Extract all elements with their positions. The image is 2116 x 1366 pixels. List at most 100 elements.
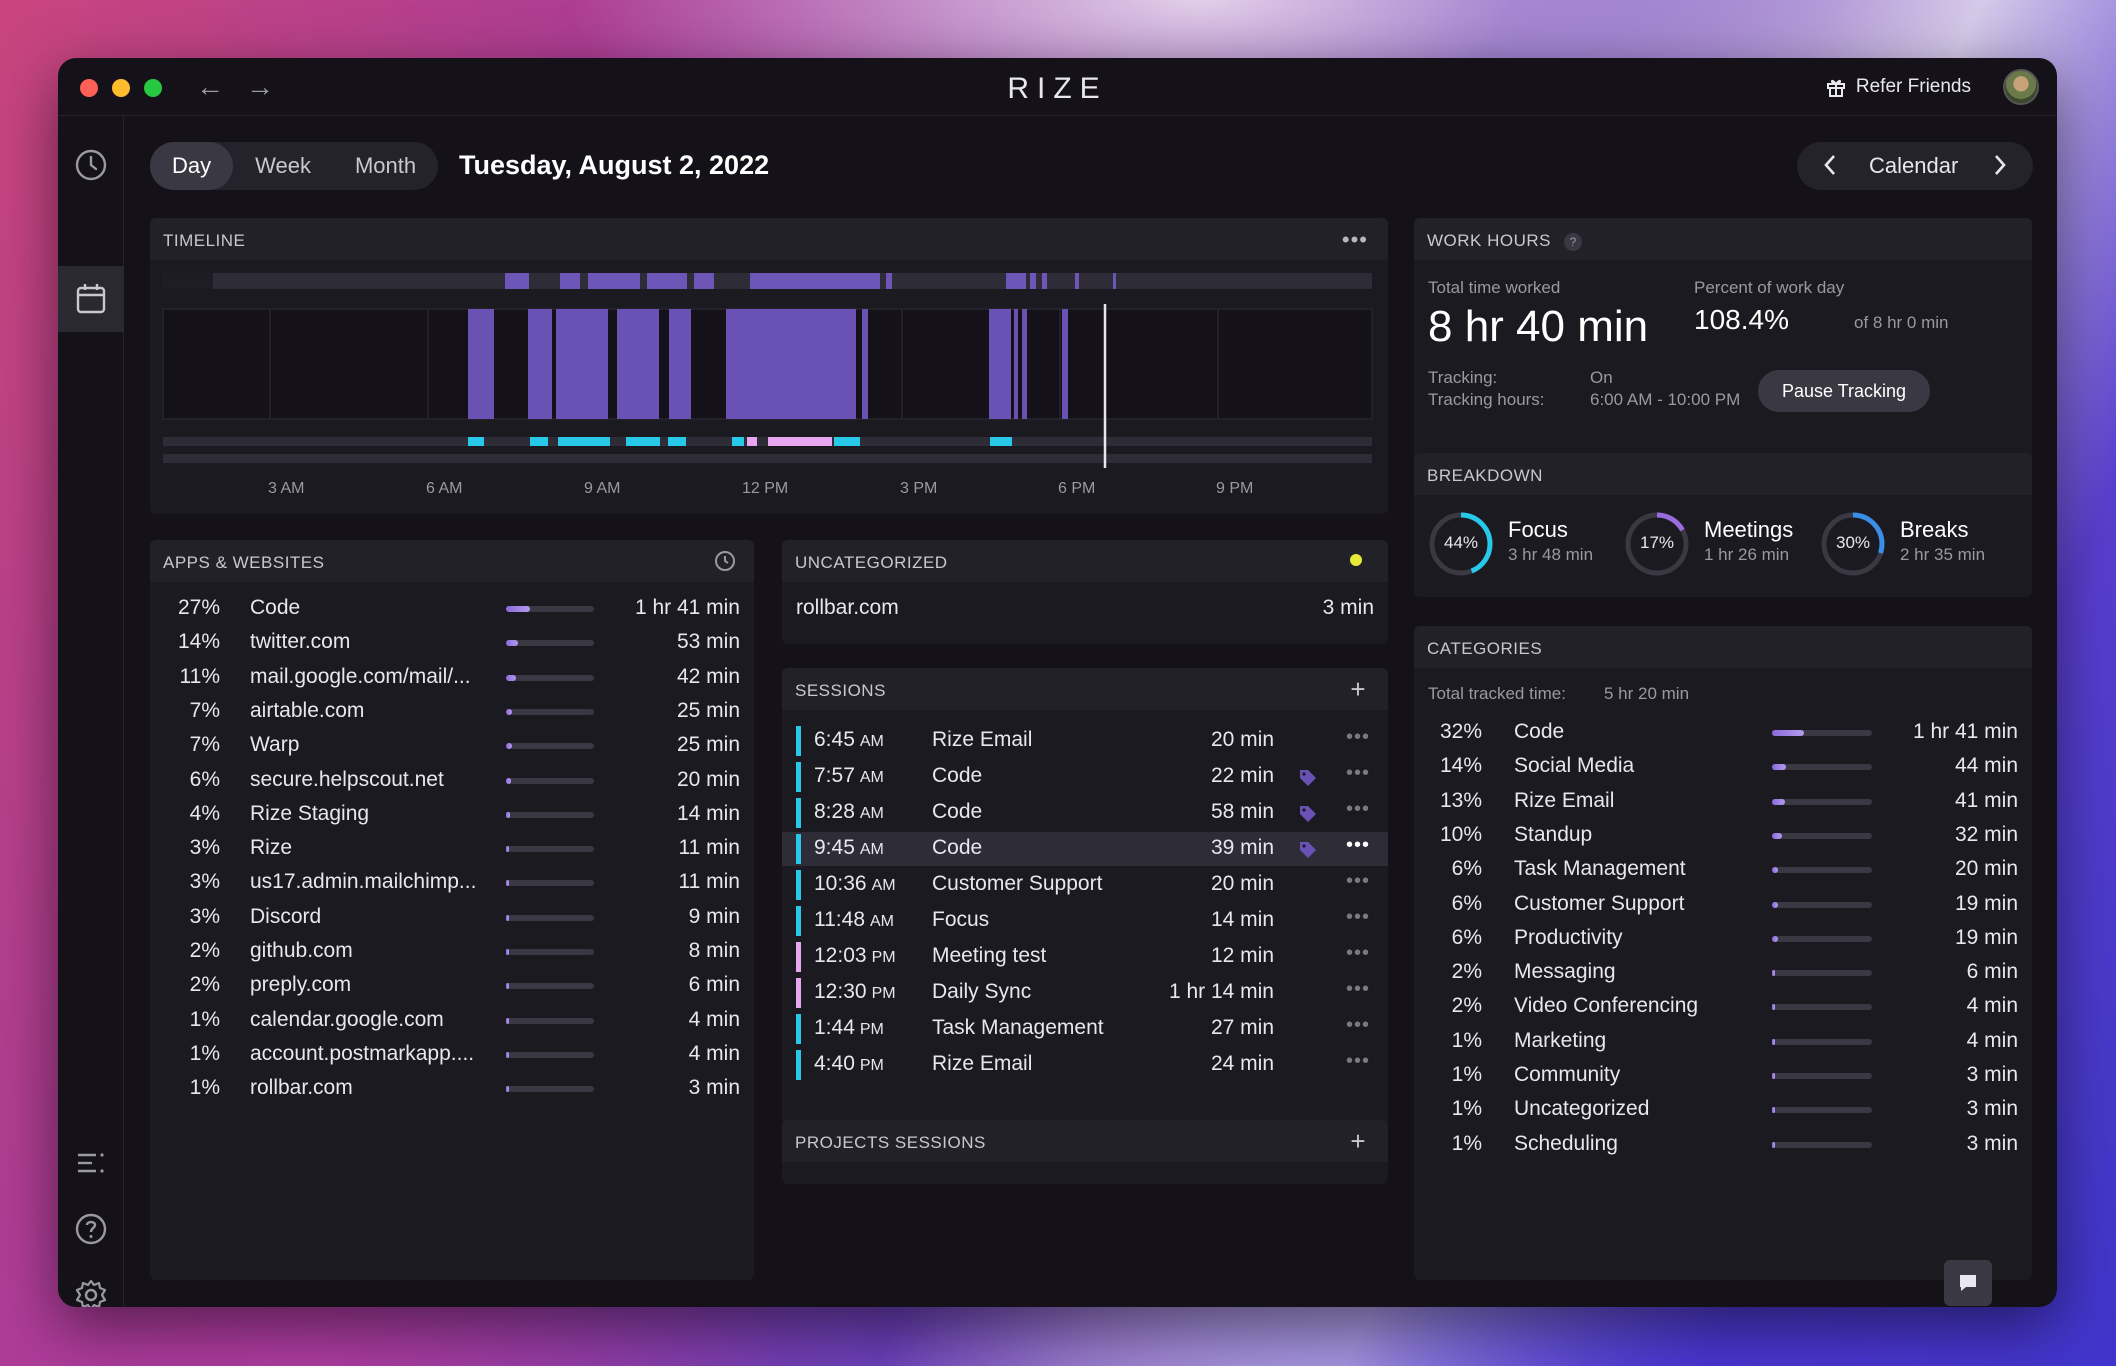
settings-gear-icon[interactable] — [74, 1278, 108, 1307]
app-percent: 4% — [189, 801, 220, 825]
breakdown-ring — [1625, 512, 1689, 576]
category-row[interactable]: 14% Social Media 44 min — [1414, 754, 2032, 784]
session-more-icon[interactable]: ••• — [1345, 1014, 1370, 1036]
session-more-icon[interactable]: ••• — [1345, 870, 1370, 892]
category-row[interactable]: 6% Task Management 20 min — [1414, 857, 2032, 887]
session-row[interactable]: 6:45 AM Rize Email 20 min ••• — [782, 724, 1388, 758]
zoom-window-button[interactable] — [144, 79, 162, 97]
category-row[interactable]: 32% Code 1 hr 41 min — [1414, 720, 2032, 750]
app-row[interactable]: 1% rollbar.com 3 min — [150, 1076, 754, 1106]
pause-tracking-button[interactable]: Pause Tracking — [1758, 370, 1930, 412]
app-row[interactable]: 27% Code 1 hr 41 min — [150, 596, 754, 626]
app-row[interactable]: 3% Discord 9 min — [150, 905, 754, 935]
refer-friends-button[interactable]: Refer Friends — [1826, 76, 1971, 98]
category-row[interactable]: 1% Community 3 min — [1414, 1063, 2032, 1093]
session-name: Rize Email — [932, 1052, 1033, 1075]
uncategorized-item-time: 3 min — [1322, 596, 1374, 619]
session-time: 7:57 — [814, 764, 855, 787]
session-more-icon[interactable]: ••• — [1345, 798, 1370, 820]
session-row[interactable]: 7:57 AM Code 22 min ••• — [782, 760, 1388, 794]
category-row[interactable]: 6% Productivity 19 min — [1414, 926, 2032, 956]
help-icon[interactable] — [74, 1212, 108, 1246]
category-row[interactable]: 1% Uncategorized 3 min — [1414, 1097, 2032, 1127]
category-percent: 6% — [1451, 857, 1482, 881]
session-more-icon[interactable]: ••• — [1345, 834, 1370, 856]
session-more-icon[interactable]: ••• — [1345, 1050, 1370, 1072]
session-row[interactable]: 1:44 PM Task Management 27 min ••• — [782, 1012, 1388, 1046]
close-window-button[interactable] — [80, 79, 98, 97]
app-duration: 1 hr 41 min — [634, 596, 740, 619]
session-row[interactable]: 12:30 PM Daily Sync 1 hr 14 min ••• — [782, 976, 1388, 1010]
session-more-icon[interactable]: ••• — [1345, 726, 1370, 748]
category-row[interactable]: 10% Standup 32 min — [1414, 823, 2032, 853]
tab-week[interactable]: Week — [255, 153, 311, 178]
breakdown-percent: 30% — [1835, 533, 1871, 552]
session-color-marker — [796, 798, 801, 828]
session-row[interactable]: 8:28 AM Code 58 min ••• — [782, 796, 1388, 830]
app-usage-fill — [506, 777, 512, 784]
list-menu-icon[interactable] — [74, 1146, 108, 1180]
session-more-icon[interactable]: ••• — [1345, 942, 1370, 964]
category-row[interactable]: 1% Marketing 4 min — [1414, 1029, 2032, 1059]
session-row[interactable]: 10:36 AM Customer Support 20 min ••• — [782, 868, 1388, 902]
forward-arrow-icon[interactable]: → — [246, 71, 274, 102]
app-row[interactable]: 4% Rize Staging 14 min — [150, 802, 754, 832]
timeline-chart[interactable] — [150, 260, 1388, 514]
back-arrow-icon[interactable]: ← — [196, 71, 224, 102]
category-row[interactable]: 2% Video Conferencing 4 min — [1414, 994, 2032, 1024]
calendar-button[interactable]: Calendar — [1869, 153, 1959, 178]
category-usage-fill — [1772, 935, 1778, 942]
total-tracked-label: Total tracked time: — [1428, 684, 1566, 703]
chevron-right-icon[interactable] — [1993, 153, 2007, 183]
session-start-time: 8:28 AM — [814, 800, 884, 824]
session-more-icon[interactable]: ••• — [1345, 762, 1370, 784]
sidebar-active-highlight — [58, 266, 124, 332]
add-session-button[interactable]: + — [1350, 674, 1366, 704]
app-row[interactable]: 2% preply.com 6 min — [150, 973, 754, 1003]
chat-support-button[interactable] — [1944, 1260, 1992, 1306]
category-row[interactable]: 2% Messaging 6 min — [1414, 960, 2032, 990]
help-icon[interactable]: ? — [1564, 233, 1583, 251]
user-avatar[interactable] — [2003, 69, 2039, 105]
app-row[interactable]: 7% airtable.com 25 min — [150, 699, 754, 729]
more-options-icon[interactable]: ••• — [1341, 227, 1368, 252]
uncategorized-item-name[interactable]: rollbar.com — [796, 596, 899, 619]
category-duration: 1 hr 41 min — [1912, 720, 2018, 743]
category-row[interactable]: 13% Rize Email 41 min — [1414, 789, 2032, 819]
tag-icon[interactable] — [1298, 768, 1318, 794]
minimize-window-button[interactable] — [112, 79, 130, 97]
session-row[interactable]: 12:03 PM Meeting test 12 min ••• — [782, 940, 1388, 974]
clock-icon[interactable] — [74, 148, 108, 182]
session-more-icon[interactable]: ••• — [1345, 906, 1370, 928]
app-row[interactable]: 1% calendar.google.com 4 min — [150, 1008, 754, 1038]
session-more-icon[interactable]: ••• — [1345, 978, 1370, 1000]
app-percent: 3% — [189, 870, 220, 894]
app-usage-fill — [506, 880, 509, 887]
tag-icon[interactable] — [1298, 804, 1318, 830]
tag-icon[interactable] — [1298, 840, 1318, 866]
tab-day[interactable]: Day — [150, 142, 234, 190]
app-row[interactable]: 1% account.postmarkapp.... 4 min — [150, 1042, 754, 1072]
add-project-session-button[interactable]: + — [1350, 1126, 1366, 1156]
chevron-left-icon[interactable] — [1823, 153, 1837, 183]
app-name: us17.admin.mailchimp... — [250, 870, 477, 894]
category-row[interactable]: 6% Customer Support 19 min — [1414, 892, 2032, 922]
app-row[interactable]: 14% twitter.com 53 min — [150, 630, 754, 660]
app-row[interactable]: 7% Warp 25 min — [150, 733, 754, 763]
session-row[interactable]: 11:48 AM Focus 14 min ••• — [782, 904, 1388, 938]
clock-icon[interactable] — [714, 550, 736, 577]
category-row[interactable]: 1% Scheduling 3 min — [1414, 1132, 2032, 1162]
session-row[interactable]: 4:40 PM Rize Email 24 min ••• — [782, 1048, 1388, 1082]
breakdown-name: Meetings — [1704, 517, 1794, 542]
category-name: Standup — [1514, 822, 1593, 846]
session-duration: 20 min — [1210, 872, 1274, 895]
app-row[interactable]: 11% mail.google.com/mail/... 42 min — [150, 665, 754, 695]
tab-month[interactable]: Month — [354, 153, 417, 178]
app-row[interactable]: 3% us17.admin.mailchimp... 11 min — [150, 870, 754, 900]
calendar-icon[interactable] — [74, 282, 108, 316]
app-row[interactable]: 3% Rize 11 min — [150, 836, 754, 866]
uncategorized-header: UNCATEGORIZED — [782, 540, 1388, 582]
app-row[interactable]: 6% secure.helpscout.net 20 min — [150, 768, 754, 798]
app-row[interactable]: 2% github.com 8 min — [150, 939, 754, 969]
session-row[interactable]: 9:45 AM Code 39 min ••• — [782, 832, 1388, 866]
